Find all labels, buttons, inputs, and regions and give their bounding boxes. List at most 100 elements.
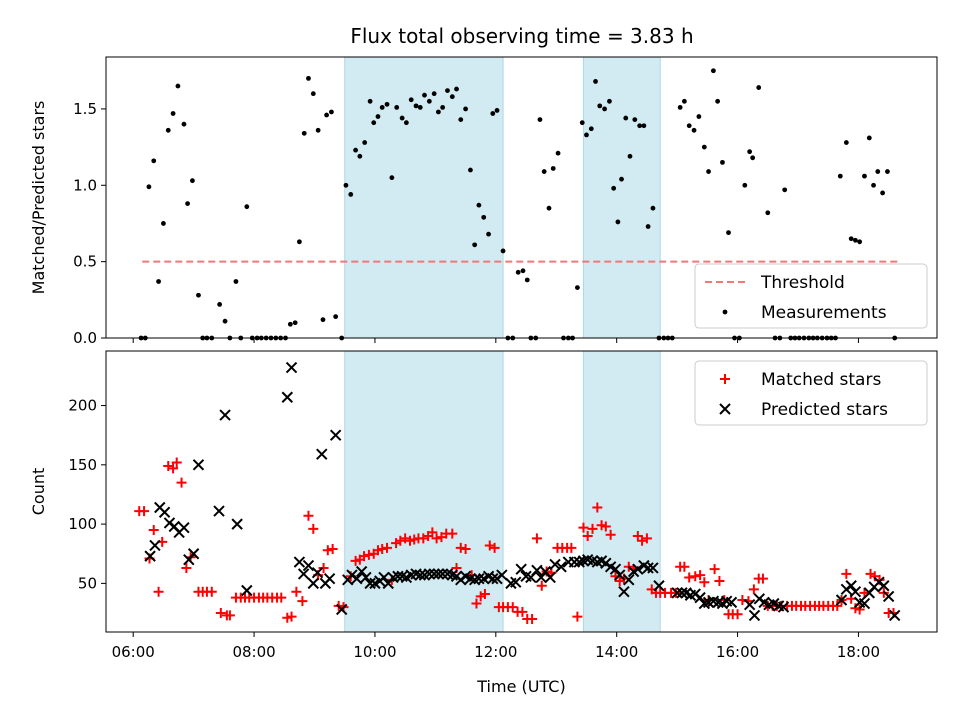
legend-matched-icon	[720, 374, 730, 384]
data-point	[627, 153, 633, 159]
data-point	[487, 572, 499, 585]
data-point	[743, 599, 756, 611]
data-point	[481, 214, 487, 220]
data-point	[310, 91, 316, 97]
data-point	[841, 568, 852, 579]
data-point	[139, 506, 150, 517]
data-point	[490, 111, 496, 116]
data-point	[399, 115, 405, 121]
data-point	[691, 127, 697, 133]
data-point	[192, 459, 205, 471]
data-point	[286, 611, 297, 622]
data-point	[367, 98, 373, 104]
data-point	[181, 121, 187, 127]
data-point	[584, 132, 589, 138]
data-point	[414, 569, 426, 581]
data-point	[611, 185, 617, 191]
data-point	[500, 248, 506, 254]
data-point	[479, 589, 490, 600]
data-point	[224, 610, 235, 621]
data-point	[515, 563, 527, 575]
data-point	[676, 587, 688, 599]
data-point	[555, 561, 567, 573]
plot-frame	[105, 350, 938, 633]
data-point	[427, 527, 438, 538]
data-point	[196, 292, 201, 298]
legend-label: Predicted stars	[761, 400, 888, 420]
data-point	[579, 120, 585, 126]
data-point	[148, 525, 159, 536]
data-point	[333, 314, 339, 320]
data-point	[219, 409, 231, 421]
data-point	[510, 576, 522, 588]
data-point	[306, 75, 311, 81]
y-axis-label: Count	[29, 468, 48, 516]
data-point	[185, 201, 190, 207]
legend-label: Matched stars	[761, 370, 881, 390]
data-point	[389, 175, 395, 181]
data-point	[403, 120, 409, 126]
data-point	[476, 202, 482, 208]
data-point	[455, 542, 466, 553]
data-point	[677, 104, 683, 110]
x-axis-label: Time (UTC)	[476, 677, 565, 696]
data-point	[679, 561, 690, 572]
series-matched-stars	[134, 457, 899, 624]
legend-predicted-icon	[719, 403, 731, 415]
x-tick-label: 06:00	[112, 643, 155, 661]
data-point	[423, 568, 436, 580]
data-point	[694, 591, 706, 604]
bottom-panel: 50 100 150 200 06:00 08:00 10:00 12:00 14:00 16:0…	[29, 350, 938, 696]
data-point	[536, 580, 547, 591]
data-point	[323, 572, 336, 585]
y-tick-label: 100	[68, 515, 97, 533]
shaded-region-2	[582, 56, 661, 339]
data-point	[359, 551, 370, 562]
series-predicted-stars	[144, 361, 901, 622]
data-point	[432, 568, 445, 580]
data-point	[520, 268, 526, 274]
data-point	[178, 521, 190, 534]
data-point	[472, 242, 478, 248]
legend-box	[694, 263, 928, 329]
data-point	[458, 117, 464, 123]
data-point	[871, 182, 876, 188]
data-point	[360, 571, 372, 584]
data-point	[473, 572, 485, 585]
plot-frame	[105, 56, 938, 339]
data-point	[720, 159, 725, 165]
data-point	[696, 114, 702, 119]
data-point	[156, 279, 161, 284]
data-point	[320, 317, 326, 323]
x-tick-label: 12:00	[474, 643, 517, 661]
data-point	[353, 147, 359, 153]
data-point	[362, 140, 368, 145]
data-point	[853, 237, 858, 243]
data-point	[845, 580, 857, 592]
data-point	[241, 584, 253, 597]
x-tick-label: 14:00	[595, 643, 638, 661]
data-point	[281, 391, 294, 403]
data-point	[489, 542, 500, 553]
data-point	[748, 584, 759, 595]
data-point	[859, 587, 870, 598]
data-point	[206, 586, 217, 597]
data-point	[215, 608, 226, 619]
data-point	[153, 586, 164, 597]
data-point	[463, 106, 468, 112]
data-point	[428, 568, 440, 580]
data-point	[609, 563, 622, 575]
data-point	[835, 594, 848, 606]
data-point	[449, 94, 455, 100]
data-point	[297, 568, 310, 580]
data-point	[454, 86, 459, 92]
data-point	[541, 169, 547, 174]
data-point	[524, 277, 530, 283]
data-point	[619, 176, 624, 182]
data-point	[486, 231, 491, 237]
data-point	[765, 210, 771, 216]
data-point	[715, 98, 721, 104]
data-point	[440, 104, 446, 110]
data-point	[316, 448, 328, 460]
data-point	[413, 103, 419, 109]
